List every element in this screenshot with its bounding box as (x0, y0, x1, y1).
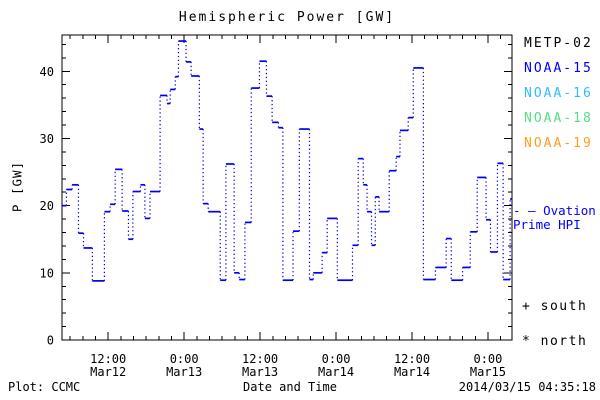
axis-ticks (62, 35, 512, 340)
data-series-ovation-prime-hpi (62, 40, 512, 282)
north-marker-label: * north (522, 334, 588, 349)
legend-item-noaa19: NOAA-19 (524, 136, 593, 151)
chart-title: Hemispheric Power [GW] (178, 10, 396, 25)
ovation-label-line2: Prime HPI (513, 217, 581, 232)
x-tick-time: 0:00 (473, 352, 502, 366)
ovation-line-sample: - — (513, 203, 536, 218)
south-marker-label: + south (522, 299, 588, 314)
legend-item-metp02: METP-02 (524, 36, 593, 51)
y-tick-labels: 0 10 20 30 40 (40, 65, 54, 348)
x-tick-time: 12:00 (394, 352, 430, 366)
y-tick-label: 0 (47, 334, 54, 348)
x-tick-date: Mar13 (166, 365, 202, 379)
plot-credit: Plot: CCMC (8, 380, 81, 394)
x-tick-date: Mar15 (470, 365, 506, 379)
x-tick-date: Mar13 (242, 365, 278, 379)
x-tick-date: Mar14 (394, 365, 430, 379)
y-tick-label: 10 (40, 266, 54, 280)
legend-item-noaa15: NOAA-15 (524, 61, 593, 76)
legend-item-noaa18: NOAA-18 (524, 111, 593, 126)
ovation-label-line1: Ovation (543, 203, 596, 218)
x-tick-time: 12:00 (242, 352, 278, 366)
x-tick-date: Mar12 (90, 365, 126, 379)
legend: METP-02 NOAA-15 NOAA-16 NOAA-18 NOAA-19 (524, 37, 598, 162)
x-tick-time: 0:00 (322, 352, 351, 366)
x-axis-label: Date and Time (243, 380, 337, 394)
plot-timestamp: 2014/03/15 04:35:18 (458, 380, 596, 394)
x-tick-time: 12:00 (90, 352, 126, 366)
y-tick-label: 30 (40, 132, 54, 146)
y-tick-label: 20 (40, 199, 54, 213)
y-tick-label: 40 (40, 65, 54, 79)
ovation-prime-hpi-label: - — Ovation Prime HPI (513, 204, 600, 232)
x-tick-labels: 12:00Mar120:00Mar1312:00Mar130:00Mar1412… (90, 352, 506, 379)
legend-item-noaa16: NOAA-16 (524, 86, 593, 101)
x-tick-time: 0:00 (170, 352, 199, 366)
x-tick-date: Mar14 (318, 365, 354, 379)
plot-frame (61, 34, 513, 341)
